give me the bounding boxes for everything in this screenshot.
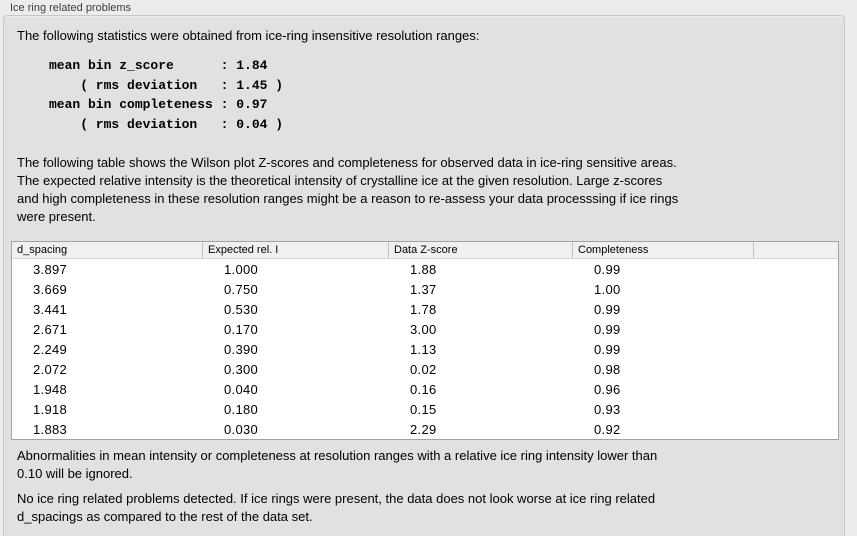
- table-cell: 2.671: [33, 321, 68, 337]
- table-row[interactable]: 1.948 0.040 0.16 0.96: [12, 379, 838, 399]
- table-cell: 0.98: [594, 361, 621, 377]
- table-cell: 2.249: [33, 341, 68, 357]
- table-cell: [754, 419, 838, 439]
- table-cell: 1.37: [410, 281, 437, 297]
- table-row[interactable]: 3.897 1.000 1.88 0.99: [12, 259, 838, 279]
- table-cell: 3.669: [33, 281, 68, 297]
- column-header[interactable]: Data Z-score: [389, 242, 573, 259]
- stats-block: mean bin z_score : 1.84 ( rms deviation …: [49, 58, 284, 132]
- table-header-row: d_spacing Expected rel. I Data Z-score Comp…: [12, 242, 838, 259]
- table-cell: [754, 379, 838, 399]
- table-row[interactable]: 3.669 0.750 1.37 1.00: [12, 279, 838, 299]
- table-cell: 0.92: [594, 421, 621, 437]
- table-cell: 2.072: [33, 361, 68, 377]
- table-row[interactable]: 1.918 0.180 0.15 0.93: [12, 399, 838, 419]
- column-header[interactable]: Completeness: [573, 242, 754, 259]
- table-cell: 0.99: [594, 301, 621, 317]
- table-cell: [754, 299, 838, 319]
- table-cell: [754, 339, 838, 359]
- column-header[interactable]: d_spacing: [12, 242, 203, 259]
- conclusion-text: No ice ring related problems detected. I…: [17, 491, 656, 524]
- table-cell: 0.15: [410, 401, 437, 417]
- table-cell: 0.030: [224, 421, 259, 437]
- table-row[interactable]: 2.072 0.300 0.02 0.98: [12, 359, 838, 379]
- table-cell: 0.99: [594, 261, 621, 277]
- table-cell: [754, 279, 838, 299]
- table-cell: 0.99: [594, 341, 621, 357]
- table-cell: [754, 359, 838, 379]
- table-cell: 1.948: [33, 381, 68, 397]
- description-text: The following table shows the Wilson plo…: [17, 155, 679, 224]
- table-cell: [754, 399, 838, 419]
- table-cell: 3.441: [33, 301, 68, 317]
- table-row[interactable]: 1.883 0.030 2.29 0.92: [12, 419, 838, 439]
- table-cell: [754, 259, 838, 279]
- column-header[interactable]: [754, 242, 838, 259]
- table-cell: 1.883: [33, 421, 68, 437]
- table-cell: 0.300: [224, 361, 259, 377]
- table-cell: 1.78: [410, 301, 437, 317]
- column-header[interactable]: Expected rel. I: [203, 242, 389, 259]
- table-cell: 0.040: [224, 381, 259, 397]
- table-row[interactable]: 2.249 0.390 1.13 0.99: [12, 339, 838, 359]
- table-cell: 1.000: [224, 261, 259, 277]
- table-cell: 3.897: [33, 261, 68, 277]
- table-row[interactable]: 3.441 0.530 1.78 0.99: [12, 299, 838, 319]
- table-cell: 0.390: [224, 341, 259, 357]
- table-cell: 3.00: [410, 321, 437, 337]
- table-body: 3.897 1.000 1.88 0.99 3.669 0.750 1.37 1.00 3.44…: [12, 259, 838, 439]
- table-cell: 1.88: [410, 261, 437, 277]
- table-cell: 0.99: [594, 321, 621, 337]
- table-row[interactable]: 2.671 0.170 3.00 0.99: [12, 319, 838, 339]
- footnote-text: Abnormalities in mean intensity or compl…: [17, 448, 658, 481]
- table-cell: 0.530: [224, 301, 259, 317]
- table-cell: 0.750: [224, 281, 259, 297]
- ice-ring-table: d_spacing Expected rel. I Data Z-score Comp…: [11, 241, 839, 440]
- table-cell: 0.170: [224, 321, 259, 337]
- table-cell: 0.02: [410, 361, 437, 377]
- table-cell: 1.13: [410, 341, 437, 357]
- panel-title: Ice ring related problems: [10, 2, 132, 14]
- table-cell: 0.16: [410, 381, 437, 397]
- table-cell: 0.93: [594, 401, 621, 417]
- table-cell: 2.29: [410, 421, 437, 437]
- table-cell: 1.00: [594, 281, 621, 297]
- ice-ring-table-container: d_spacing Expected rel. I Data Z-score Comp…: [11, 241, 839, 440]
- table-cell: 0.180: [224, 401, 259, 417]
- table-cell: 0.96: [594, 381, 621, 397]
- table-cell: 1.918: [33, 401, 68, 417]
- group-box: The following statistics were obtained f…: [3, 15, 845, 536]
- intro-text: The following statistics were obtained f…: [17, 28, 480, 43]
- table-cell: [754, 319, 838, 339]
